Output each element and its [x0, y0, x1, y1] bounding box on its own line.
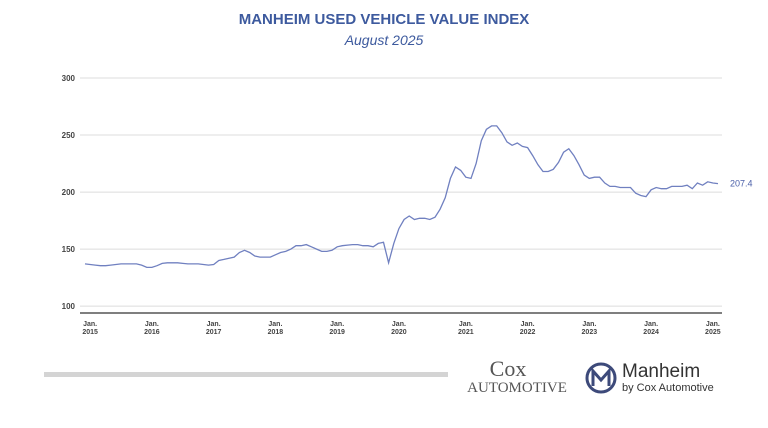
x-tick-label: Jan. 2022 — [519, 321, 536, 336]
end-value-label: 207.4 — [730, 179, 753, 189]
x-tick-label: Jan. 2016 — [144, 321, 160, 336]
x-tick-label: Jan. 2015 — [82, 321, 98, 336]
brand-automotive: Automotive — [467, 380, 567, 396]
chart-title: MANHEIM USED VEHICLE VALUE INDEX — [239, 11, 530, 28]
y-tick-label: 100 — [62, 302, 76, 311]
x-tick-label: Jan. 2024 — [643, 321, 659, 336]
brand-cox: Cox — [490, 356, 527, 381]
x-tick-label: Jan. 2018 — [267, 321, 284, 336]
x-tick-label: Jan. 2019 — [329, 321, 345, 336]
brand-manheim: Manheim — [622, 361, 700, 382]
data-line — [84, 125, 719, 269]
footer-bar — [44, 372, 448, 377]
x-tick-label: Jan. 2023 — [581, 321, 598, 336]
x-tick-label: Jan. 2025 — [705, 321, 721, 336]
brand-sub: by Cox Automotive — [622, 382, 714, 394]
y-tick-label: 300 — [62, 74, 76, 83]
manheim-logo-m — [591, 367, 611, 386]
x-tick-label: Jan. 2021 — [458, 321, 474, 336]
chart-subtitle: August 2025 — [344, 32, 424, 48]
x-tick-label: Jan. 2017 — [205, 321, 222, 336]
y-tick-label: 150 — [62, 245, 76, 254]
x-tick-label: Jan. 2020 — [391, 321, 407, 336]
manheim-logo — [585, 362, 617, 394]
y-tick-label: 200 — [62, 188, 76, 197]
y-tick-label: 250 — [62, 131, 76, 140]
